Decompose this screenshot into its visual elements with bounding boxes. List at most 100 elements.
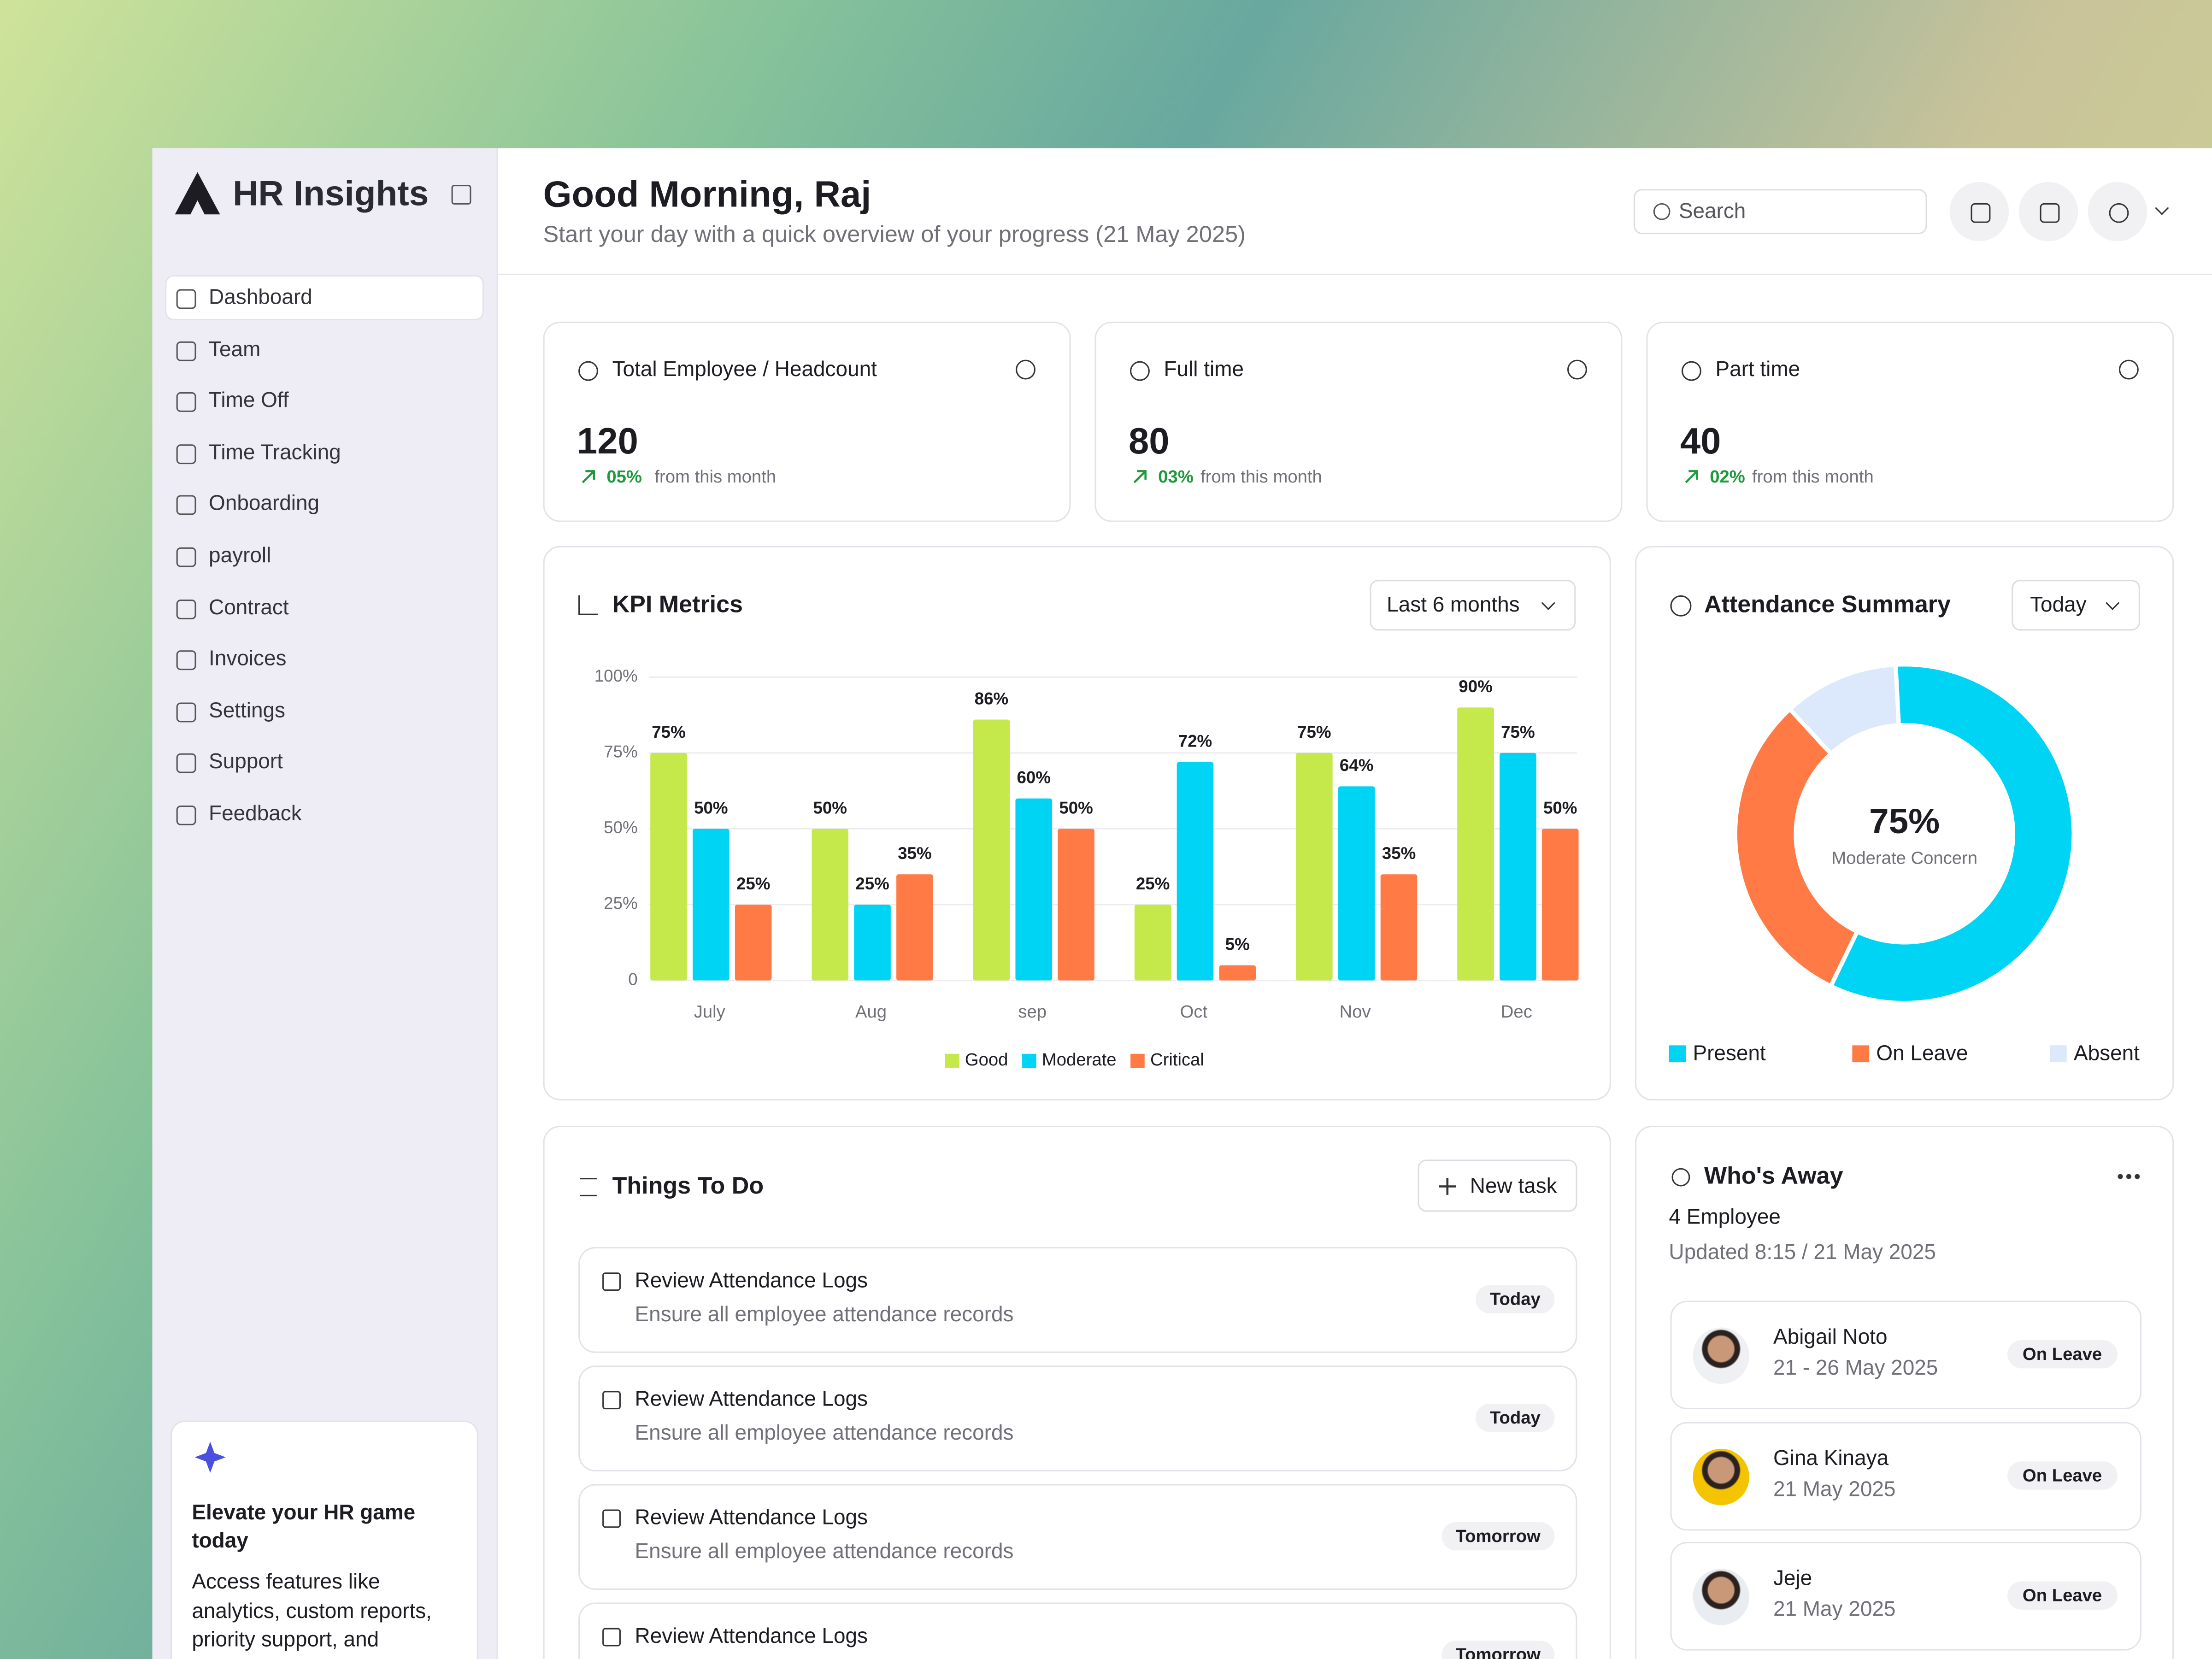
nav-item[interactable]: Dashboard	[209, 285, 312, 310]
stat-note: from this month	[654, 467, 777, 487]
new-task-button[interactable]	[1418, 1159, 1577, 1212]
stat-card	[1646, 321, 2174, 522]
avatar	[1693, 1448, 1749, 1505]
kpi-title: KPI Metrics	[612, 591, 743, 618]
info-icon[interactable]	[1567, 359, 1587, 380]
kpi-card	[543, 546, 1611, 1100]
person-dates: 21 May 2025	[1773, 1477, 1896, 1501]
nav-item[interactable]: payroll	[209, 544, 271, 568]
brand: HR Insights	[233, 174, 429, 214]
collapse-icon[interactable]	[451, 185, 471, 205]
stat-value: 80	[1128, 419, 1170, 462]
nav-icon	[176, 495, 196, 516]
status-badge: On Leave	[2007, 1460, 2118, 1489]
person-dates: 21 - 26 May 2025	[1773, 1356, 1938, 1381]
attendance-icon	[1670, 595, 1692, 617]
kpi-filter[interactable]	[1370, 580, 1576, 631]
nav-icon	[176, 753, 196, 774]
checkbox[interactable]	[602, 1628, 621, 1647]
trend-arrow-shape	[1685, 470, 1698, 483]
stat-icon	[1681, 361, 1701, 381]
info-icon[interactable]	[2118, 359, 2139, 380]
todo-icon	[580, 1178, 597, 1196]
nav-active	[165, 275, 484, 320]
header-icon	[1971, 203, 1991, 223]
person-name: Gina Kinaya	[1773, 1446, 1889, 1470]
nav-item[interactable]: Settings	[209, 699, 285, 723]
nav-icon	[176, 392, 196, 412]
info-icon[interactable]	[1016, 359, 1035, 380]
stat-note: from this month	[1200, 467, 1322, 487]
todo-item-title: Review Attendance Logs	[635, 1269, 868, 1293]
away-updated: Updated 8:15 / 21 May 2025	[1669, 1241, 1936, 1265]
todo-item-title: Review Attendance Logs	[635, 1387, 868, 1412]
nav-item[interactable]: Feedback	[209, 802, 302, 826]
nav-icon	[176, 289, 196, 309]
stat-card	[1094, 321, 1623, 522]
attendance-filter[interactable]	[2012, 580, 2140, 631]
nav-icon	[176, 599, 196, 619]
notifications[interactable]	[1949, 182, 2009, 241]
plus-icon	[1439, 1178, 1456, 1195]
avatar	[1693, 1327, 1749, 1384]
away-count: 4 Employee	[1669, 1205, 1781, 1230]
due-badge: Today	[1476, 1403, 1555, 1432]
nav-icon	[176, 805, 196, 825]
stat-label: Part time	[1715, 358, 1800, 382]
trend-arrow-shape	[582, 470, 595, 483]
nav-item[interactable]: Onboarding	[209, 492, 320, 517]
sidebar	[152, 148, 498, 1659]
nav-item[interactable]: Team	[209, 337, 261, 361]
todo-item-desc: Ensure all employee attendance records	[635, 1303, 1014, 1327]
stat-value: 120	[577, 419, 638, 462]
due-badge: Tomorrow	[1441, 1641, 1555, 1659]
stat-change: 05%	[606, 467, 642, 487]
todo-item	[578, 1484, 1577, 1590]
kpi-filter-label[interactable]: Last 6 months	[1387, 593, 1520, 618]
nav-icon	[176, 341, 196, 361]
stat-value: 40	[1680, 419, 1721, 462]
promo-card	[171, 1420, 478, 1659]
nav-item[interactable]: Support	[209, 750, 283, 775]
nav-item[interactable]: Time Off	[209, 388, 289, 413]
trend-arrow	[1685, 470, 1698, 483]
more-menu[interactable]	[2116, 1173, 2141, 1180]
header-icon	[2040, 203, 2060, 223]
trend-arrow	[1133, 470, 1147, 483]
stat-label: Total Employee / Headcount	[612, 358, 877, 382]
search-icon	[1653, 203, 1671, 220]
logo-shape	[175, 172, 220, 215]
person-name: Abigail Noto	[1773, 1325, 1888, 1350]
new-task-label[interactable]: New task	[1470, 1174, 1557, 1199]
away-title: Who's Away	[1704, 1162, 1843, 1189]
todo-item	[578, 1247, 1577, 1353]
status-badge: On Leave	[2007, 1340, 2118, 1369]
promo-icon-shape	[194, 1441, 226, 1473]
todo-title: Things To Do	[612, 1172, 764, 1200]
nav-icon	[176, 650, 196, 671]
todo-item-title: Review Attendance Logs	[635, 1506, 868, 1530]
nav-item[interactable]: Time Tracking	[209, 441, 341, 465]
stat-note: from this month	[1752, 467, 1874, 487]
nav-item[interactable]: Invoices	[209, 647, 287, 671]
header-divider	[496, 273, 2212, 275]
todo-item-desc: Ensure all employee attendance records	[635, 1421, 1014, 1446]
person-dates: 21 May 2025	[1773, 1597, 1896, 1622]
nav-item[interactable]: Contract	[209, 595, 289, 620]
checkbox[interactable]	[602, 1509, 621, 1528]
nav-icon	[176, 547, 196, 567]
checkbox[interactable]	[602, 1391, 621, 1410]
search-placeholder[interactable]: Search	[1678, 200, 1746, 224]
checkbox[interactable]	[602, 1272, 621, 1291]
trend-arrow	[582, 470, 595, 483]
attendance-title: Attendance Summary	[1704, 591, 1951, 618]
avatar	[1693, 1569, 1749, 1625]
stat-icon	[1130, 361, 1150, 381]
promo-title: Elevate your HR game today	[192, 1501, 416, 1553]
search-box[interactable]	[1633, 189, 1927, 235]
stat-change: 03%	[1158, 467, 1194, 487]
attendance-filter-label[interactable]: Today	[2030, 593, 2087, 618]
announcements[interactable]	[2018, 182, 2078, 241]
trend-arrow-shape	[1133, 470, 1147, 483]
todo-item	[578, 1365, 1577, 1471]
